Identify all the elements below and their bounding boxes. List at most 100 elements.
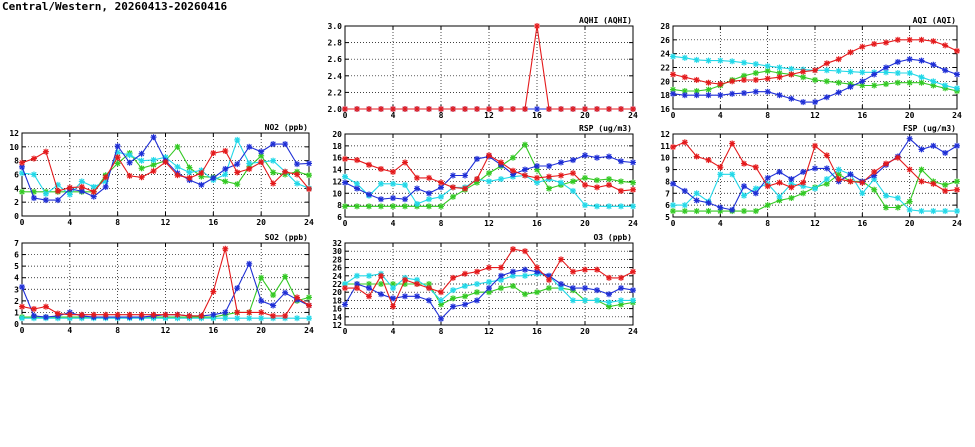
data-point — [19, 283, 25, 290]
data-point — [486, 106, 492, 112]
x-tick-label: 20 — [905, 111, 915, 120]
data-point — [306, 315, 312, 322]
data-point — [354, 203, 360, 210]
data-point — [812, 67, 818, 74]
data-point — [414, 200, 420, 207]
y-tick-label: 10 — [332, 189, 342, 198]
y-tick-label: 4 — [14, 184, 19, 193]
data-point — [859, 78, 866, 85]
y-tick-label: 11 — [660, 142, 670, 151]
data-point — [54, 197, 61, 204]
data-point — [102, 183, 109, 190]
data-point — [835, 67, 842, 74]
data-point — [606, 291, 612, 298]
data-point — [534, 264, 540, 271]
data-point — [776, 92, 783, 99]
data-point — [729, 90, 736, 97]
data-point — [823, 165, 830, 172]
data-point — [390, 303, 396, 310]
x-tick-label: 20 — [905, 219, 915, 228]
y-tick-label: 9 — [665, 166, 670, 175]
data-point — [752, 76, 759, 83]
data-point — [582, 181, 588, 188]
data-point — [930, 142, 937, 149]
chart-fsp: 0 4 8 12 16 20 24 5 6 7 8 9 10 11 12 FSP (ug/m3) — [660, 124, 962, 228]
data-point — [390, 203, 396, 210]
data-point — [788, 95, 795, 102]
x-tick-label: 24 — [628, 111, 638, 120]
data-point — [19, 188, 25, 195]
x-tick-label: 12 — [484, 327, 494, 336]
data-point — [930, 82, 937, 89]
data-point — [102, 174, 109, 181]
data-point — [788, 176, 795, 183]
data-point — [426, 190, 432, 197]
data-point — [222, 315, 229, 322]
data-point — [126, 159, 133, 166]
data-point — [174, 311, 181, 318]
data-point — [800, 99, 807, 106]
data-point — [234, 136, 241, 143]
data-point — [498, 276, 504, 283]
data-point — [705, 92, 712, 99]
data-point — [693, 76, 700, 83]
x-tick-label: 20 — [256, 326, 266, 335]
data-point — [582, 174, 588, 181]
data-point — [918, 208, 925, 215]
data-point — [414, 276, 420, 283]
data-point — [342, 179, 348, 186]
data-point — [618, 178, 624, 185]
data-point — [823, 176, 830, 183]
data-point — [871, 82, 878, 89]
data-point — [729, 171, 736, 178]
data-point — [670, 53, 676, 60]
data-point — [378, 165, 384, 172]
data-point — [954, 178, 960, 185]
data-point — [752, 208, 759, 215]
data-point — [546, 106, 552, 112]
data-point — [630, 179, 636, 186]
y-tick-label: 2.4 — [328, 72, 343, 81]
data-point — [835, 79, 842, 86]
x-tick-label: 24 — [304, 326, 314, 335]
x-tick-label: 0 — [343, 219, 348, 228]
data-point — [606, 153, 612, 160]
data-point — [378, 196, 384, 203]
data-point — [618, 274, 624, 281]
data-point — [126, 311, 133, 318]
x-tick-label: 4 — [718, 219, 723, 228]
data-point — [823, 67, 830, 74]
y-tick-label: 20 — [332, 130, 342, 139]
x-tick-label: 0 — [671, 111, 676, 120]
data-point — [498, 272, 504, 279]
data-point — [342, 203, 348, 210]
chart-aqhi: 0 4 8 12 16 20 24 2.0 2.2 2.4 2.6 2.8 3.0 AQHI (AQHI) — [328, 16, 638, 120]
data-point — [522, 248, 528, 255]
data-point — [378, 272, 384, 279]
data-point — [582, 152, 588, 159]
data-point — [918, 178, 925, 185]
data-point — [138, 157, 145, 164]
data-point — [812, 142, 818, 149]
x-tick-label: 12 — [810, 219, 820, 228]
y-tick-label: 14 — [332, 166, 342, 175]
data-point — [717, 92, 724, 99]
data-point — [717, 204, 724, 211]
data-point — [19, 159, 25, 166]
x-tick-label: 24 — [628, 219, 638, 228]
data-point — [570, 170, 576, 177]
data-point — [42, 197, 49, 204]
data-point — [800, 68, 807, 75]
data-point — [198, 312, 205, 319]
data-point — [558, 172, 564, 179]
data-point — [894, 79, 901, 86]
x-tick-label: 12 — [484, 219, 494, 228]
x-tick-label: 16 — [209, 218, 219, 227]
data-point — [19, 303, 25, 310]
y-tick-label: 28 — [660, 22, 670, 31]
y-tick-label: 18 — [332, 296, 342, 305]
data-point — [752, 61, 759, 68]
data-point — [630, 287, 636, 294]
data-point — [378, 281, 384, 287]
